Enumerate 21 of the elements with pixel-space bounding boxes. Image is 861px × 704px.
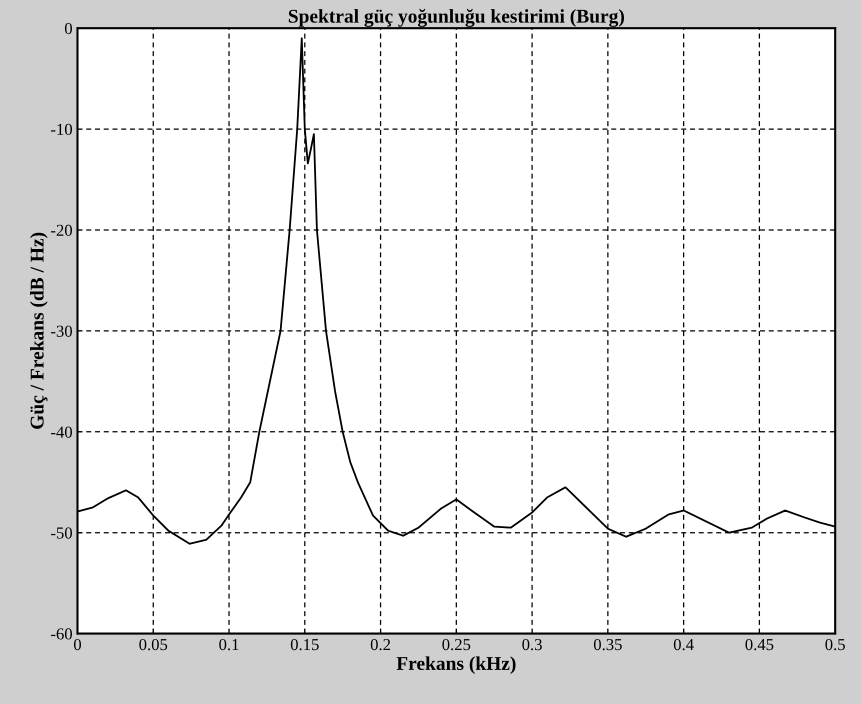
- chart-title: Spektral güç yoğunluğu kestirimi (Burg): [288, 8, 624, 27]
- y-tick-label: 0: [64, 22, 72, 34]
- y-tick-label: -40: [51, 426, 72, 438]
- x-axis-title: Frekans (kHz): [396, 656, 516, 674]
- x-tick-label: 0: [74, 638, 82, 650]
- x-tick-label: 0.4: [674, 638, 694, 650]
- y-tick-label: -50: [51, 527, 72, 539]
- y-tick-label: -60: [51, 628, 72, 640]
- x-tick-label: 0.35: [594, 638, 622, 650]
- x-tick-label: 0.5: [825, 638, 845, 650]
- x-tick-label: 0.45: [745, 638, 774, 650]
- x-tick-label: 0.1: [219, 638, 238, 650]
- x-tick-label: 0.2: [370, 638, 390, 650]
- x-tick-label: 0.25: [442, 638, 470, 650]
- y-tick-label: -30: [51, 326, 72, 337]
- y-tick-label: -10: [51, 124, 72, 136]
- y-axis-title: Güç / Frekans (dB / Hz): [30, 232, 48, 429]
- y-tick-label: -20: [51, 224, 72, 236]
- x-tick-label: 0.3: [522, 638, 542, 650]
- x-tick-label: 0.15: [290, 638, 319, 650]
- x-tick-label: 0.05: [139, 638, 168, 650]
